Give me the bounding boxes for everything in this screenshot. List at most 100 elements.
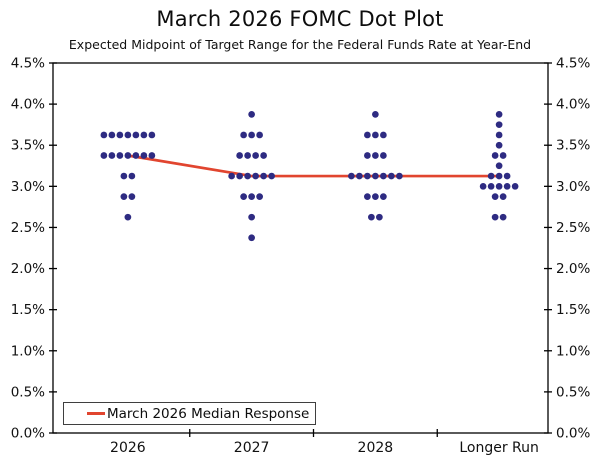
dot: [495, 111, 503, 118]
x-tick-label: 2028: [358, 440, 394, 456]
y-tick-label-right: 4.0%: [556, 97, 590, 113]
dot: [503, 172, 511, 180]
y-tick-label-left: 0.5%: [11, 384, 45, 400]
y-tick-label-right: 3.0%: [556, 179, 590, 195]
y-tick-label-left: 1.5%: [11, 302, 45, 318]
dot: [128, 193, 136, 200]
y-tick-label-right: 3.5%: [556, 138, 590, 154]
dot: [252, 172, 259, 180]
y-tick-label-left: 4.0%: [11, 97, 45, 113]
dot: [236, 152, 243, 159]
dot: [240, 193, 247, 200]
dot: [380, 152, 387, 159]
dot: [380, 131, 387, 139]
y-tick-label-left: 2.0%: [11, 261, 45, 277]
dot: [248, 193, 255, 200]
dot: [268, 172, 275, 180]
dot: [348, 172, 355, 180]
dot: [120, 193, 128, 200]
dot: [364, 131, 371, 139]
dot: [495, 131, 503, 139]
dot: [148, 131, 156, 139]
y-tick-label-left: 1.0%: [11, 343, 45, 359]
dot: [479, 182, 487, 190]
dot: [503, 182, 511, 190]
dot: [244, 152, 251, 159]
dot: [116, 152, 124, 159]
y-tick-label-left: 3.0%: [11, 179, 45, 195]
dot: [499, 193, 507, 200]
plot-frame: [52, 62, 549, 434]
dot: [140, 131, 148, 139]
dot: [124, 213, 132, 221]
dot: [228, 172, 235, 180]
y-tick-label-left: 0.0%: [11, 426, 45, 442]
dot: [256, 193, 263, 200]
dot: [248, 213, 255, 221]
dot: [495, 172, 503, 180]
dot: [372, 193, 379, 200]
dot: [491, 213, 499, 221]
dot: [108, 152, 116, 159]
y-tick-label-right: 1.5%: [556, 302, 590, 318]
dot: [511, 182, 519, 190]
dot: [108, 131, 116, 139]
x-tick-label: 2027: [234, 440, 270, 456]
dot: [124, 131, 132, 139]
chart-subtitle: Expected Midpoint of Target Range for th…: [68, 37, 532, 52]
dot: [372, 111, 379, 118]
y-tick-label-right: 2.0%: [556, 261, 590, 277]
dot: [491, 193, 499, 200]
dot: [364, 193, 371, 200]
y-tick-label-right: 0.5%: [556, 384, 590, 400]
dot: [372, 152, 379, 159]
dot: [487, 182, 495, 190]
y-tick-label-left: 4.5%: [11, 56, 45, 72]
dot: [252, 152, 259, 159]
dot: [116, 131, 124, 139]
y-tick-label-left: 3.5%: [11, 138, 45, 154]
dot: [491, 152, 499, 159]
x-tick-label: Longer Run: [459, 440, 539, 456]
median-line-swatch-icon: [87, 412, 105, 415]
dot: [495, 141, 503, 149]
dot: [256, 131, 263, 139]
dot: [240, 131, 247, 139]
dot: [364, 172, 371, 180]
median-line: [127, 154, 500, 178]
chart-title: March 2026 FOMC Dot Plot: [156, 7, 444, 31]
dot: [396, 172, 403, 180]
dot: [495, 121, 503, 129]
dot: [236, 172, 243, 180]
dot: [380, 193, 387, 200]
dot: [487, 172, 495, 180]
dot: [140, 152, 148, 159]
dot: [100, 152, 108, 159]
dot: [148, 152, 156, 159]
dot: [124, 152, 132, 159]
dot: [260, 172, 267, 180]
y-tick-label-right: 4.5%: [556, 56, 590, 72]
dot: [495, 182, 503, 190]
dot: [364, 152, 371, 159]
dot: [368, 213, 375, 221]
dot: [128, 172, 136, 180]
legend: March 2026 Median Response: [63, 402, 316, 425]
dot: [260, 152, 267, 159]
dot: [120, 172, 128, 180]
dot: [248, 234, 255, 242]
y-tick-label-right: 1.0%: [556, 343, 590, 359]
dot: [100, 131, 108, 139]
y-tick-label-left: 2.5%: [11, 220, 45, 236]
dot: [244, 172, 251, 180]
y-tick-label-right: 2.5%: [556, 220, 590, 236]
dot: [499, 213, 507, 221]
dot: [356, 172, 363, 180]
dot: [248, 131, 255, 139]
dot: [248, 111, 255, 118]
x-tick-label: 2026: [110, 440, 146, 456]
dot: [372, 131, 379, 139]
dot: [132, 152, 140, 159]
dot: [380, 172, 387, 180]
